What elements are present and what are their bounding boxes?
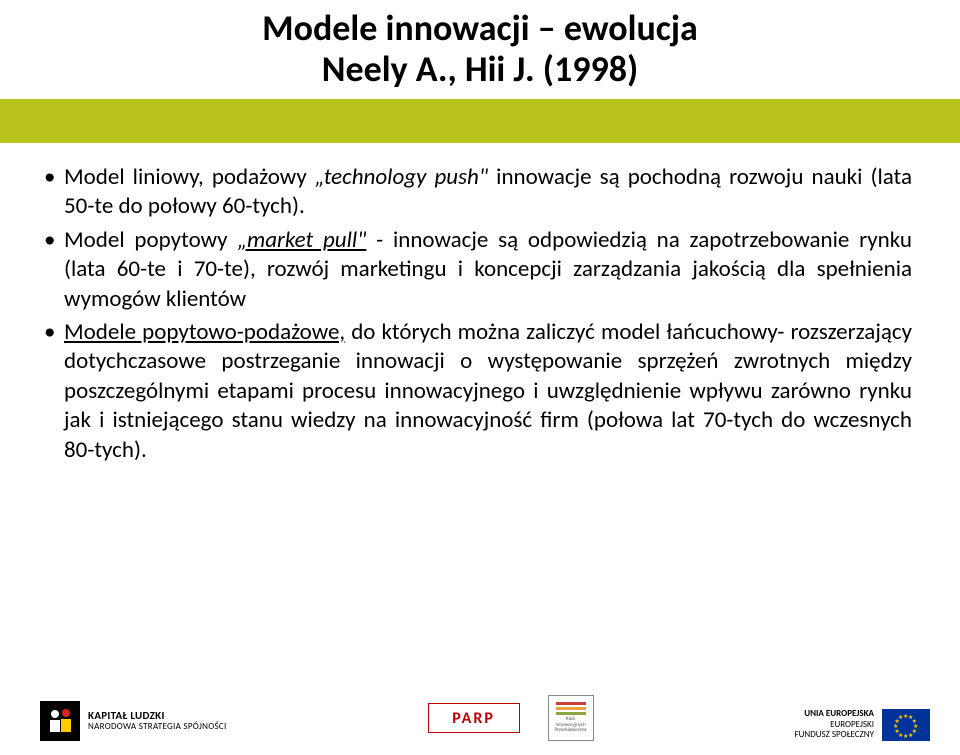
logo-kip: Klub Innowacyjnych Przedsiębiorstw [548,695,594,741]
logo-kapital-ludzki: KAPITAŁ LUDZKI NARODOWA STRATEGIA SPÓJNO… [40,701,227,741]
eu-text-3: FUNDUSZ SPOŁECZNY [794,730,874,740]
kl-text-2: NARODOWA STRATEGIA SPÓJNOŚCI [88,722,227,732]
slide-title: Modele innowacji – ewolucja Neely A., Hi… [0,0,960,91]
kip-strip-3 [556,712,586,715]
footer-logos: KAPITAŁ LUDZKI NARODOWA STRATEGIA SPÓJNO… [0,695,960,741]
accent-band [0,99,960,143]
title-line-2: Neely A., Hii J. (1998) [0,49,960,90]
title-line-1: Modele innowacji – ewolucja [0,8,960,49]
kip-strip-1 [556,702,586,705]
bullet-3: Modele popytowo-podażowe, do których moż… [64,318,912,465]
parp-text: PARP [428,703,520,733]
eu-flag-icon: ★★★★★★★★★★★★ [882,709,930,741]
kip-strip-2 [556,707,586,710]
bullet-1: Model liniowy, podażowy „technology push… [64,163,912,222]
bullet-2: Model popytowy „market pull" - innowacje… [64,226,912,314]
kl-icon [40,701,80,741]
logo-parp: PARP [428,703,520,733]
logo-eu: UNIA EUROPEJSKA EUROPEJSKI FUNDUSZ SPOŁE… [794,709,930,741]
body-content: Model liniowy, podażowy „technology push… [0,143,960,465]
